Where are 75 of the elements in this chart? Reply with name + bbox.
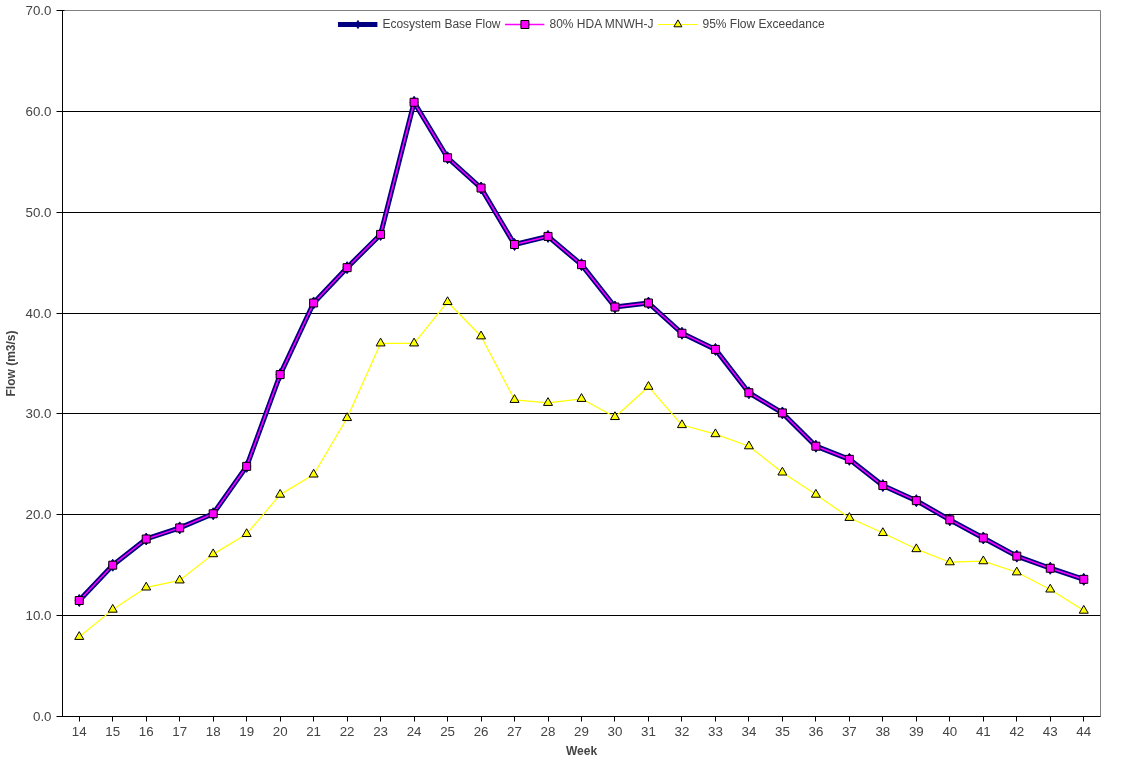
x-tick-label: 41	[975, 723, 991, 739]
x-tick-label: 27	[507, 723, 522, 739]
x-tick-label: 25	[440, 723, 455, 739]
y-tick-label: 50.0	[25, 204, 52, 220]
x-tick-label: 21	[306, 723, 322, 739]
legend-label: 80% HDA MNWH-J	[549, 17, 654, 31]
x-tick-label: 32	[674, 723, 690, 739]
point	[442, 296, 453, 306]
x-tick-label: 30	[607, 723, 623, 739]
point	[743, 440, 754, 450]
x-tick-label: 16	[138, 723, 154, 739]
point	[1011, 566, 1022, 576]
x-tick-label: 17	[172, 723, 188, 739]
x-tick-label: 31	[641, 723, 656, 739]
x-tick-label: 38	[875, 723, 891, 739]
y-tick-label: 30.0	[25, 406, 52, 422]
y-axis-title: Flow (m3/s)	[3, 330, 18, 397]
point	[141, 581, 152, 591]
point	[208, 548, 219, 558]
x-tick-label: 15	[105, 723, 121, 739]
point	[1078, 604, 1089, 614]
y-tick-label: 70.0	[25, 3, 52, 18]
x-tick-label: 14	[71, 723, 88, 739]
point	[308, 468, 319, 478]
point	[174, 574, 185, 584]
point	[74, 631, 85, 640]
x-tick-label: 39	[908, 723, 924, 739]
point	[107, 603, 118, 613]
x-tick-label: 34	[741, 723, 757, 739]
x-tick-label: 33	[708, 723, 723, 739]
y-tick-label: 60.0	[25, 103, 52, 119]
x-tick-label: 26	[473, 723, 489, 739]
x-tick-label: 29	[574, 723, 589, 739]
x-tick-label: 42	[1009, 723, 1025, 739]
point	[643, 381, 654, 390]
point	[676, 419, 687, 429]
x-tick-label: 19	[239, 723, 255, 739]
y-tick-label: 20.0	[25, 507, 52, 523]
x-tick-label: 36	[808, 723, 824, 739]
point	[777, 466, 788, 476]
point	[978, 555, 989, 565]
x-tick-label: 22	[339, 723, 355, 739]
point	[1045, 583, 1056, 593]
x-tick-label: 23	[373, 723, 389, 739]
x-tick-label: 44	[1076, 723, 1092, 739]
point	[877, 527, 888, 537]
point	[342, 412, 353, 422]
point	[844, 512, 855, 521]
y-tick-label: 10.0	[25, 608, 52, 624]
point	[710, 428, 721, 438]
point	[241, 528, 252, 538]
x-tick-label: 18	[205, 723, 221, 739]
x-tick-label: 28	[540, 723, 556, 739]
y-tick-label: 0.0	[32, 709, 52, 724]
x-axis-title: Week	[565, 743, 598, 758]
x-tick-label: 37	[841, 723, 857, 739]
point	[810, 488, 821, 498]
x-tick-label: 20	[272, 723, 288, 739]
legend-label: Ecosystem Base Flow	[382, 17, 501, 31]
point	[476, 330, 487, 340]
x-tick-label: 40	[942, 723, 958, 739]
point	[375, 337, 386, 347]
point	[275, 488, 286, 498]
point	[509, 394, 520, 403]
x-tick-label: 35	[774, 723, 790, 739]
legend-label: 95% Flow Exceedance	[702, 17, 825, 31]
point	[911, 543, 922, 553]
point	[409, 337, 420, 347]
point	[944, 556, 955, 566]
point	[543, 397, 554, 406]
x-tick-label: 24	[406, 723, 423, 739]
x-tick-label: 43	[1042, 723, 1058, 739]
point	[576, 393, 587, 402]
point	[609, 411, 620, 421]
y-tick-label: 40.0	[25, 305, 52, 321]
